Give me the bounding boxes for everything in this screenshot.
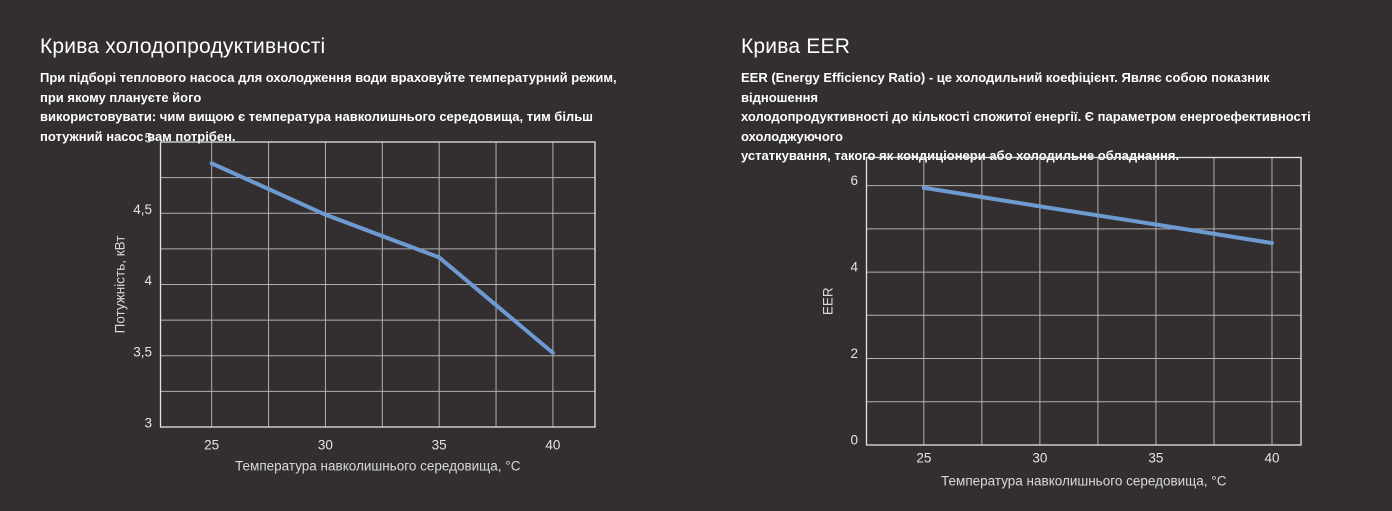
x-tick-label: 25 [916, 451, 931, 466]
x-tick-label: 40 [545, 438, 560, 453]
y-tick-label: 4,5 [133, 202, 152, 217]
x-tick-label: 30 [318, 438, 333, 453]
eer-title: Крива EER [741, 35, 851, 59]
y-tick-label: 3,5 [133, 344, 152, 359]
plot-frame [159, 141, 596, 428]
data-line [209, 161, 555, 355]
cooling-capacity-description: При підборі теплового насоса для охолодж… [40, 70, 617, 144]
x-tick-label: 30 [1032, 451, 1047, 466]
y-tick-label: 4 [850, 260, 858, 275]
cooling-capacity-chart: 25 30 35 40 5 4,5 4 3,5 3 Температура навколишньо… [113, 131, 596, 474]
cooling-capacity-title: Крива холодопродуктивності [40, 35, 326, 59]
y-tick-label: 5 [144, 131, 152, 146]
y-axis-title: Потужність, кВт [113, 236, 128, 334]
x-tick-label: 40 [1264, 451, 1279, 466]
eer-chart: 25 30 35 40 6 4 2 0 Температура навколишнього се… [821, 156, 1302, 489]
y-tick-label: 3 [144, 416, 152, 431]
y-tick-label: 0 [850, 433, 858, 448]
plot-frame [865, 156, 1302, 446]
y-tick-label: 6 [850, 173, 858, 188]
x-tick-label: 25 [204, 438, 219, 453]
x-tick-label: 35 [432, 438, 447, 453]
y-axis-title: EER [821, 287, 836, 315]
x-axis-title: Температура навколишнього середовища, °C [941, 474, 1227, 489]
x-tick-label: 35 [1148, 451, 1163, 466]
eer-description: EER (Energy Efficiency Ratio) - це холод… [741, 70, 1311, 163]
data-line [921, 185, 1274, 246]
y-tick-label: 4 [144, 273, 152, 288]
y-tick-label: 2 [850, 346, 858, 361]
x-axis-title: Температура навколишнього середовища, °C [235, 459, 521, 474]
